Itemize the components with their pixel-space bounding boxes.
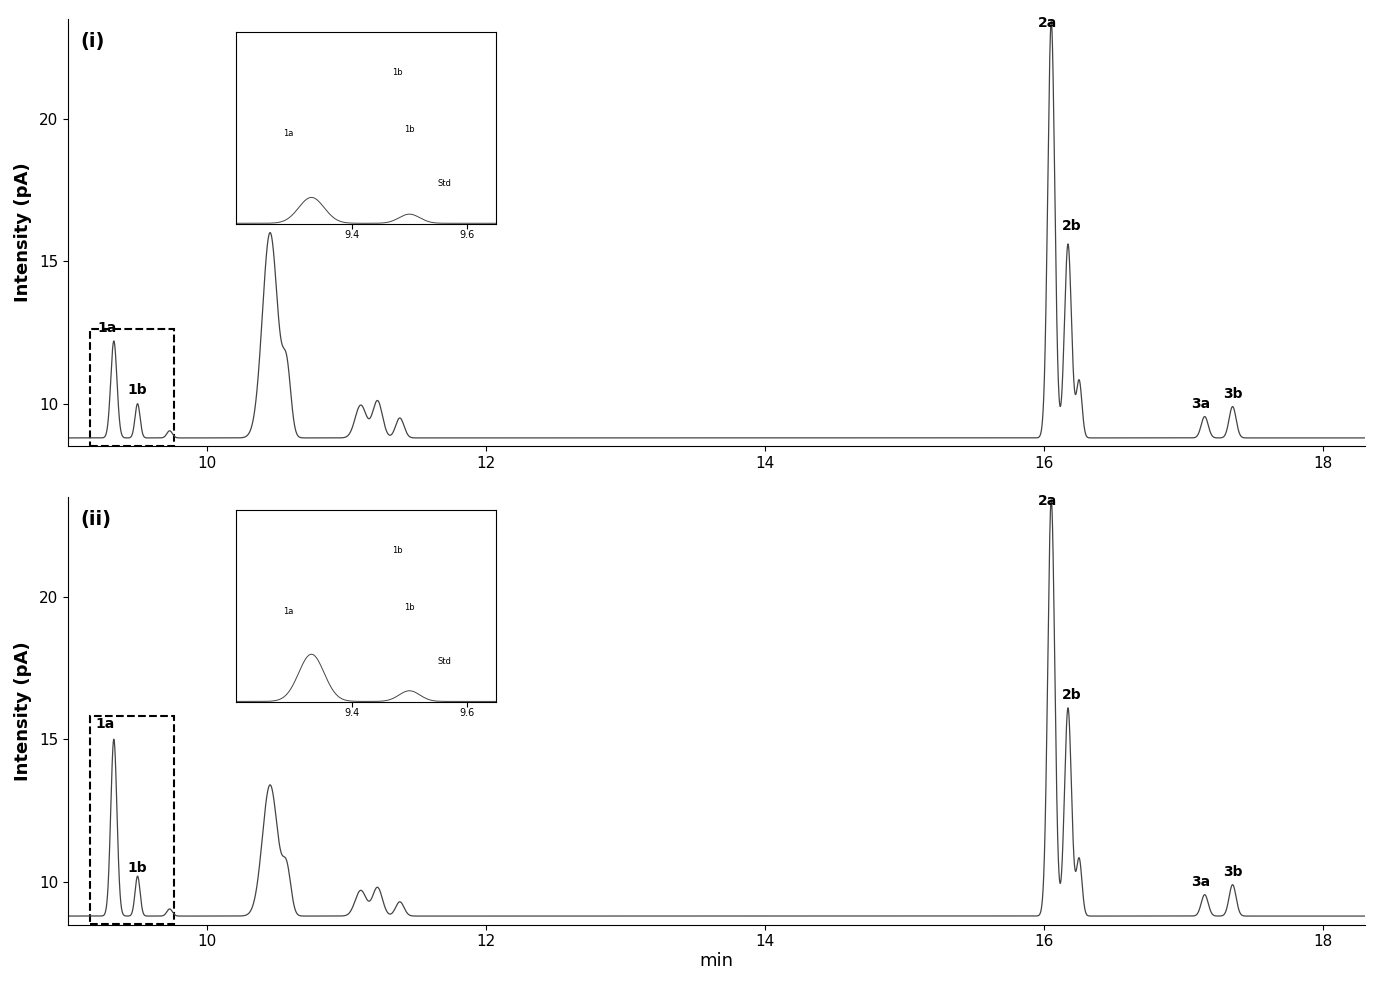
- Text: 1b: 1b: [128, 383, 148, 397]
- Text: 2b: 2b: [1062, 218, 1083, 232]
- Text: (ii): (ii): [81, 510, 112, 528]
- Bar: [90, 329, 174, 446]
- Text: 1a: 1a: [97, 716, 114, 731]
- Text: 2a: 2a: [1037, 16, 1056, 31]
- Text: (i): (i): [81, 31, 105, 50]
- Text: 2a: 2a: [1037, 494, 1056, 509]
- Text: 2b: 2b: [1062, 688, 1083, 703]
- Text: 3a: 3a: [1191, 397, 1209, 411]
- X-axis label: min: min: [699, 953, 734, 970]
- Text: 3b: 3b: [1223, 387, 1242, 400]
- Text: 3b: 3b: [1223, 865, 1242, 879]
- Bar: [90, 716, 174, 924]
- Y-axis label: Intensity (pA): Intensity (pA): [14, 162, 32, 302]
- Y-axis label: Intensity (pA): Intensity (pA): [14, 641, 32, 780]
- Text: 3a: 3a: [1191, 875, 1209, 889]
- Text: 1a: 1a: [98, 321, 116, 336]
- Text: 1b: 1b: [128, 861, 148, 875]
